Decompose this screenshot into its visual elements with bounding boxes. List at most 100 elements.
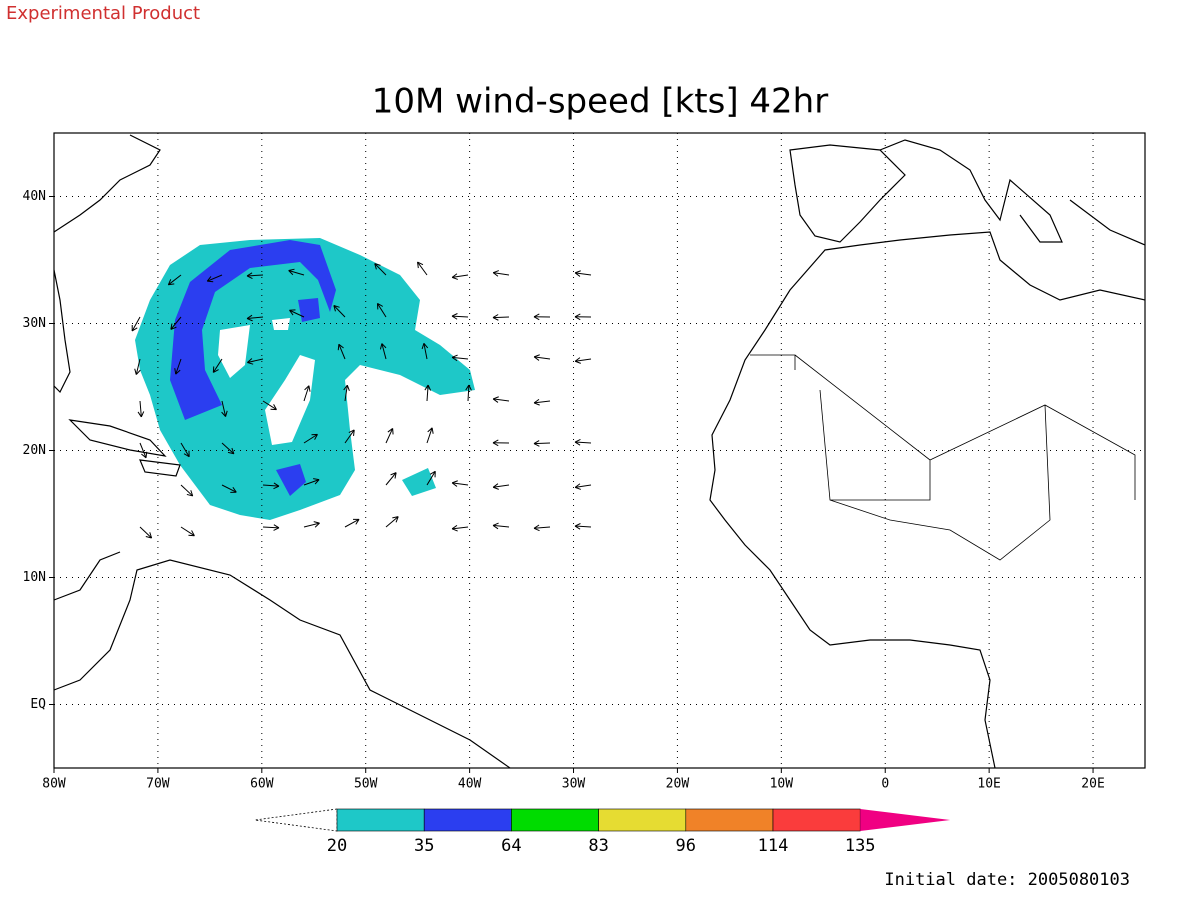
lon-label: 0 — [881, 777, 889, 792]
wind-arrow — [138, 401, 144, 417]
wind-arrow — [534, 355, 550, 361]
wind-arrow — [575, 314, 591, 320]
arrow-head — [207, 281, 213, 282]
colorbar-segment — [511, 809, 598, 831]
product-label: Experimental Product — [6, 3, 200, 24]
wind-arrow — [345, 519, 359, 527]
lon-label: 30W — [562, 777, 586, 792]
arrow-head — [135, 369, 137, 375]
wind-arrow — [493, 271, 509, 277]
wind-arrow — [452, 274, 468, 280]
colorbar-label: 64 — [501, 836, 521, 856]
wind-arrow — [575, 484, 591, 490]
wind-arrow — [386, 473, 396, 485]
wind-arrow — [386, 517, 398, 527]
lon-label: 60W — [250, 777, 274, 792]
colorbar-segment — [424, 809, 511, 831]
lon-label: 80W — [42, 777, 66, 792]
arrow-head — [575, 487, 581, 489]
arrow-head — [534, 444, 539, 447]
arrow-head — [347, 385, 349, 391]
arrow-head — [534, 403, 540, 405]
wind-arrow — [452, 314, 468, 320]
arrow-shaft — [493, 317, 509, 318]
colorbar-segment — [337, 809, 424, 831]
arrow-shaft — [452, 316, 468, 317]
arrow-shaft — [575, 526, 591, 527]
south-america-coast — [54, 560, 510, 768]
europe-coast — [880, 140, 1145, 245]
lon-label: 20E — [1081, 777, 1104, 792]
arrow-head — [493, 523, 499, 525]
wind-arrow — [493, 397, 509, 403]
arrow-head — [493, 487, 499, 489]
wind-arrow — [452, 525, 468, 531]
initial-date: Initial date: 2005080103 — [884, 870, 1130, 890]
lon-label: 10E — [977, 777, 1000, 792]
colorbar-over — [860, 809, 950, 831]
arrow-head — [314, 522, 320, 524]
wind-arrow — [493, 523, 509, 529]
borders — [750, 355, 1135, 560]
arrow-head — [493, 271, 499, 273]
wind-arrow — [452, 481, 468, 487]
wind-arrow — [181, 485, 193, 496]
arrow-shaft — [263, 527, 279, 528]
wind-arrow — [493, 484, 509, 490]
arrow-head — [309, 386, 310, 392]
lon-label: 70W — [146, 777, 170, 792]
colorbar-label: 96 — [676, 836, 696, 856]
wind-arrow — [140, 527, 152, 538]
wind-arrow — [181, 527, 194, 536]
arrow-head — [452, 529, 458, 531]
lon-label: 10W — [770, 777, 794, 792]
colorbar-label: 114 — [758, 836, 789, 856]
arrow-shaft — [534, 443, 550, 444]
wind-arrow — [304, 386, 310, 401]
wind-arrow — [427, 428, 433, 443]
lat-label: EQ — [30, 697, 46, 712]
colorbar-label: 20 — [327, 836, 347, 856]
iberia — [790, 145, 905, 242]
colorbar-label: 35 — [414, 836, 434, 856]
wind-arrow — [386, 428, 393, 443]
lat-label: 30N — [23, 316, 46, 331]
wind-arrow — [575, 439, 591, 445]
colorbar-label: 83 — [588, 836, 608, 856]
wind-area-20 — [402, 468, 436, 496]
arrow-head — [452, 481, 458, 483]
lat-label: 10N — [23, 570, 46, 585]
arrow-head — [354, 430, 355, 436]
arrow-head — [534, 355, 540, 357]
arrow-head — [534, 528, 539, 530]
lon-label: 20W — [666, 777, 690, 792]
wind-arrow — [575, 271, 591, 277]
wind-arrow — [534, 525, 550, 531]
lon-label: 50W — [354, 777, 378, 792]
wind-shading — [135, 238, 475, 520]
arrow-head — [146, 452, 147, 458]
arrow-head — [452, 314, 457, 317]
wind-arrow — [493, 315, 509, 321]
wind-arrow — [418, 262, 427, 275]
wind-arrow — [534, 399, 550, 405]
wind-arrow — [534, 314, 550, 320]
arrow-shaft — [575, 442, 591, 443]
colorbar-segment — [773, 809, 860, 831]
lat-label: 20N — [23, 443, 46, 458]
wind-arrow — [263, 525, 279, 531]
map-title: 10M wind-speed [kts] 42hr — [372, 82, 828, 122]
hispaniola — [140, 460, 180, 476]
lat-label: 40N — [23, 189, 46, 204]
wind-arrow — [575, 358, 591, 364]
arrow-head — [575, 361, 581, 363]
lon-label: 40W — [458, 777, 482, 792]
arrow-head — [575, 271, 581, 273]
wind-arrow — [534, 441, 550, 447]
arrow-head — [274, 528, 279, 531]
colorbar-segment — [686, 809, 773, 831]
arrow-head — [575, 439, 580, 442]
wind-arrow — [304, 522, 320, 528]
wind-arrow — [575, 523, 591, 529]
